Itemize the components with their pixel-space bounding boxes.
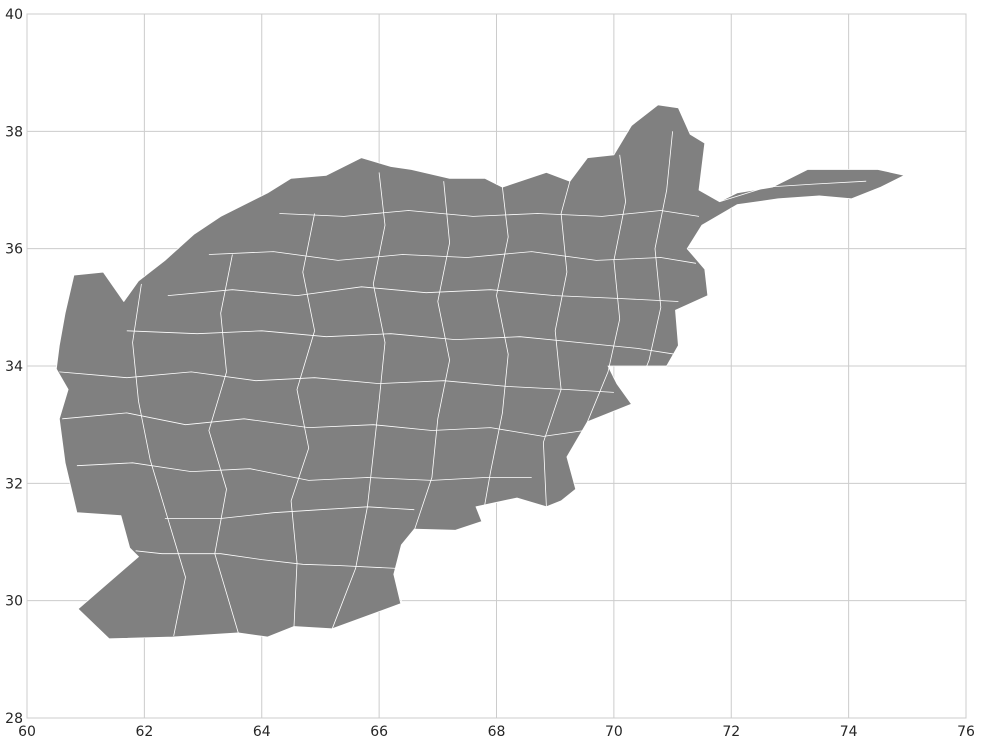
district-boundary-line: [542, 181, 571, 507]
district-boundary-line: [331, 172, 386, 629]
district-boundary-line: [481, 187, 509, 522]
x-tick-label: 62: [135, 724, 153, 740]
x-tick-label: 70: [605, 724, 623, 740]
x-tick-label: 74: [840, 724, 858, 740]
district-boundary-line: [719, 180, 867, 203]
district-boundary-line: [126, 330, 676, 355]
district-boundary-line: [400, 181, 451, 604]
district-boundary-line: [62, 412, 585, 437]
district-boundary-line: [587, 154, 627, 422]
district-boundary-line: [167, 286, 679, 302]
y-axis-ticks: 28 30 32 34 36 38 40: [5, 7, 23, 727]
y-tick-label: 30: [5, 594, 23, 610]
district-boundary-line: [135, 550, 397, 569]
country-region: [55, 104, 905, 640]
district-boundary-line: [208, 251, 697, 264]
district-boundary-line: [59, 371, 614, 393]
y-tick-label: 34: [5, 359, 23, 375]
y-tick-label: 40: [5, 7, 23, 23]
y-tick-label: 28: [5, 711, 23, 727]
district-boundaries: [59, 131, 867, 636]
y-tick-label: 32: [5, 476, 23, 492]
x-tick-label: 76: [957, 724, 975, 740]
y-tick-label: 38: [5, 124, 23, 140]
x-tick-label: 60: [18, 724, 36, 740]
x-tick-label: 64: [253, 724, 271, 740]
district-boundary-line: [631, 131, 673, 405]
map-layer: [55, 104, 905, 640]
district-boundary-line: [164, 506, 415, 519]
plot-frame: [26, 13, 967, 719]
x-tick-label: 66: [370, 724, 388, 740]
x-tick-label: 72: [722, 724, 740, 740]
district-boundary-line: [208, 254, 239, 634]
x-tick-label: 68: [488, 724, 506, 740]
district-boundary-line: [132, 283, 186, 636]
y-tick-label: 36: [5, 242, 23, 258]
x-axis-ticks: 60 62 64 66 68 70 72 74 76: [18, 724, 975, 740]
district-boundary-line: [290, 213, 316, 627]
